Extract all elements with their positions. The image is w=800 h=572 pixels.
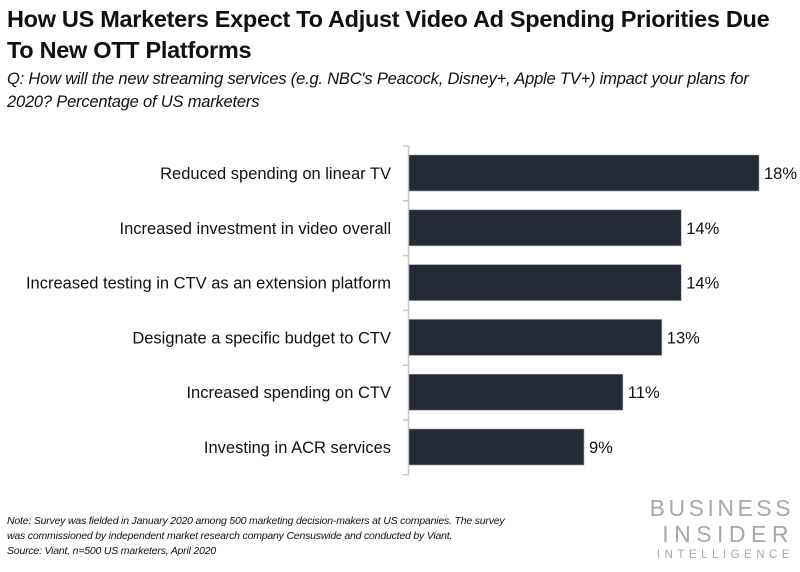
category-label: Reduced spending on linear TV	[160, 165, 391, 183]
chart-title: How US Marketers Expect To Adjust Video …	[7, 6, 770, 63]
category-label: Increased testing in CTV as an extension…	[26, 275, 391, 293]
category-label: Investing in ACR services	[204, 439, 391, 457]
logo-line-1: BUSINESS	[649, 495, 794, 521]
bars	[408, 154, 760, 466]
footnote: Note: Survey was fielded in January 2020…	[7, 514, 607, 559]
value-labels: 18% 14% 14% 13% 11% 9%	[589, 165, 797, 457]
logo-line-2: INSIDER	[662, 521, 794, 547]
bar	[408, 428, 585, 466]
value-label: 13%	[667, 329, 700, 347]
business-insider-intelligence-logo: BUSINESS INSIDER INTELLIGENCE	[650, 495, 794, 563]
value-label: 14%	[686, 220, 719, 238]
category-label: Increased investment in video overall	[120, 220, 391, 238]
value-label: 18%	[764, 165, 797, 183]
category-label: Increased spending on CTV	[186, 384, 391, 402]
bar	[408, 209, 682, 247]
bar	[408, 154, 760, 192]
bar	[408, 373, 624, 411]
note-line-1: Note: Survey was fielded in January 2020…	[7, 515, 505, 527]
value-label: 14%	[686, 275, 719, 293]
source-line: Source: Viant, n=500 US marketers, April…	[7, 545, 216, 557]
bar	[408, 319, 663, 356]
value-label: 11%	[628, 384, 660, 402]
note-line-2: was commissioned by independent market r…	[7, 530, 453, 542]
category-label: Designate a specific budget to CTV	[132, 329, 391, 347]
category-axis	[403, 145, 410, 476]
category-labels: Reduced spending on linear TV Increased i…	[26, 165, 391, 457]
bar	[408, 264, 682, 301]
chart-subtitle: Q: How will the new streaming services (…	[7, 70, 749, 111]
logo-line-3: INTELLIGENCE	[656, 549, 794, 561]
value-label: 9%	[589, 439, 613, 457]
